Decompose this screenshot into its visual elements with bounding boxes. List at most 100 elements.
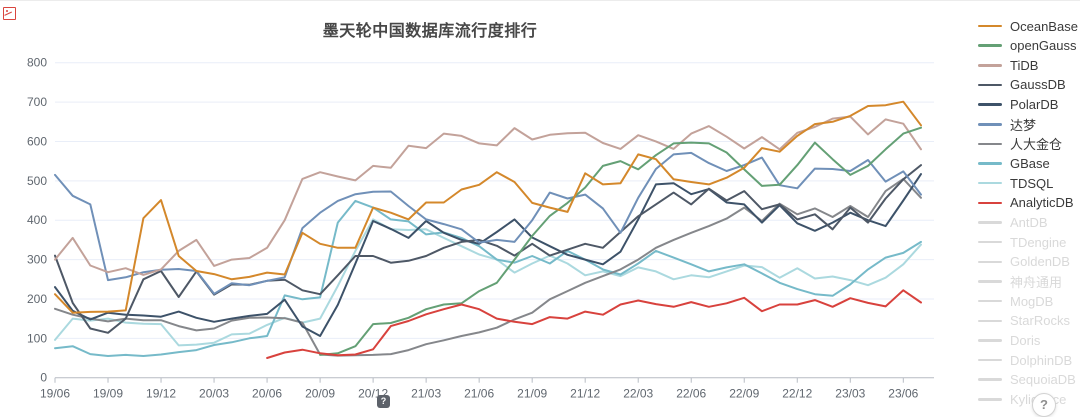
- legend-label: TiDB: [1010, 57, 1039, 73]
- x-axis-tick-label: 20/03: [199, 387, 229, 401]
- legend-label: DolphinDB: [1010, 352, 1073, 368]
- legend-dash-icon: [978, 201, 1002, 205]
- legend-dash-icon: [978, 123, 1002, 126]
- legend-label: PolarDB: [1010, 97, 1059, 113]
- legend-dash-icon: [978, 260, 1002, 264]
- legend-label: GBase: [1010, 156, 1050, 172]
- legend-dash-icon: [978, 64, 1002, 67]
- legend-item-达梦[interactable]: 达梦: [978, 116, 1037, 133]
- legend-dash-icon: [978, 398, 1002, 401]
- y-axis-tick-label: 700: [27, 95, 47, 109]
- legend-dash-icon: [978, 44, 1002, 47]
- legend-dash-icon: [978, 378, 1002, 381]
- x-axis-tick-label: 22/03: [623, 387, 653, 401]
- y-axis-tick-label: 300: [27, 253, 47, 267]
- legend-item-Doris[interactable]: Doris: [978, 332, 1040, 348]
- y-axis-tick-label: 800: [27, 56, 47, 70]
- legend-dash-icon: [978, 299, 1002, 303]
- series-line-TDSQL[interactable]: [54, 218, 922, 347]
- x-axis-tick-label: 19/09: [93, 387, 123, 401]
- legend-label: openGauss: [1010, 38, 1077, 54]
- legend-label: MogDB: [1010, 293, 1054, 309]
- x-axis-tick-label: 20/09: [305, 387, 335, 401]
- x-axis-tick-label: 21/03: [411, 387, 441, 401]
- series-line-人大金仓[interactable]: [54, 177, 922, 357]
- legend-item-SequoiaDB[interactable]: SequoiaDB: [978, 372, 1076, 388]
- legend-dash-icon: [978, 240, 1002, 244]
- legend-item-TiDB[interactable]: TiDB: [978, 57, 1038, 73]
- legend-dash-icon: [978, 24, 1002, 28]
- y-axis-tick-label: 500: [27, 174, 47, 188]
- legend-label: 达梦: [1010, 117, 1037, 133]
- legend-item-GoldenDB[interactable]: GoldenDB: [978, 254, 1070, 270]
- chart-title: 墨天轮中国数据库流行度排行: [322, 23, 538, 40]
- series-line-GaussDB[interactable]: [54, 164, 922, 334]
- x-axis-tick-label: 21/12: [570, 387, 600, 401]
- legend-dash-icon: [978, 181, 1002, 185]
- x-axis-tick-label: 23/03: [835, 387, 865, 401]
- legend-label: StarRocks: [1010, 313, 1070, 329]
- legend-item-人大金仓[interactable]: 人大金仓: [978, 136, 1062, 152]
- help-button[interactable]: ?: [1032, 393, 1056, 417]
- legend-dash-icon: [978, 142, 1002, 146]
- legend-dash-icon: [978, 162, 1002, 165]
- legend-label: 神舟通用: [1010, 274, 1063, 290]
- series-line-PolarDB[interactable]: [54, 173, 922, 337]
- x-axis-tick-label: 22/12: [782, 387, 812, 401]
- legend-item-AnalyticDB[interactable]: AnalyticDB: [978, 195, 1074, 211]
- legend-label: GoldenDB: [1010, 254, 1070, 270]
- legend-label: GaussDB: [1010, 77, 1066, 93]
- shortcut-badge-icon[interactable]: ?: [377, 395, 390, 408]
- y-axis-tick-label: 200: [27, 292, 47, 306]
- x-axis-tick-label: 19/06: [40, 387, 70, 401]
- legend-dash-icon: [978, 103, 1002, 106]
- series-line-GBase[interactable]: [54, 199, 922, 357]
- y-axis-tick-label: 600: [27, 134, 47, 148]
- y-axis-tick-label: 0: [40, 371, 47, 385]
- legend-label: OceanBase: [1010, 18, 1078, 34]
- legend-item-PolarDB[interactable]: PolarDB: [978, 97, 1058, 113]
- legend-dash-icon: [978, 83, 1002, 87]
- legend-item-OceanBase[interactable]: OceanBase: [978, 18, 1078, 34]
- x-axis-tick-label: 21/09: [517, 387, 547, 401]
- y-axis-tick-label: 100: [27, 331, 47, 345]
- legend-label: SequoiaDB: [1010, 372, 1076, 388]
- broken-image-icon: [3, 7, 16, 20]
- legend-item-MogDB[interactable]: MogDB: [978, 293, 1053, 309]
- x-axis-tick-label: 23/06: [888, 387, 918, 401]
- legend-dash-icon: [978, 358, 1002, 362]
- series-line-OceanBase[interactable]: [54, 100, 922, 314]
- x-axis-tick-label: 20/06: [252, 387, 282, 401]
- legend-dash-icon: [978, 339, 1002, 342]
- legend-label: TDSQL: [1010, 175, 1054, 191]
- series-line-openGauss[interactable]: [319, 126, 922, 356]
- series-line-AnalyticDB[interactable]: [266, 289, 922, 359]
- legend-label: AntDB: [1010, 215, 1048, 230]
- x-axis-tick-label: 21/06: [464, 387, 494, 401]
- legend-dash-icon: [978, 280, 1002, 283]
- legend-label: AnalyticDB: [1010, 195, 1074, 211]
- series-line-TiDB[interactable]: [54, 115, 922, 276]
- x-axis-tick-label: 22/06: [676, 387, 706, 401]
- x-axis-tick-label: 22/09: [729, 387, 759, 401]
- legend-item-GBase[interactable]: GBase: [978, 156, 1050, 172]
- legend-item-StarRocks[interactable]: StarRocks: [978, 313, 1070, 329]
- question-mark-icon: ?: [1040, 397, 1048, 412]
- y-axis-tick-label: 400: [27, 213, 47, 227]
- legend-item-TDSQL[interactable]: TDSQL: [978, 175, 1053, 191]
- chart-legend: OceanBase openGauss TiDB GaussDB PolarDB 达梦人大…: [978, 1, 1080, 415]
- x-axis-tick-label: 19/12: [146, 387, 176, 401]
- legend-label: 人大金仓: [1010, 137, 1063, 153]
- legend-item-神舟通用[interactable]: 神舟通用: [978, 273, 1063, 290]
- legend-label: TDengine: [1010, 234, 1067, 250]
- legend-item-DolphinDB[interactable]: DolphinDB: [978, 352, 1072, 368]
- legend-item-GaussDB[interactable]: GaussDB: [978, 77, 1066, 93]
- legend-item-openGauss[interactable]: openGauss: [978, 38, 1077, 54]
- legend-dash-icon: [978, 319, 1002, 322]
- series-line-达梦[interactable]: [54, 151, 922, 295]
- legend-item-TDengine[interactable]: TDengine: [978, 234, 1066, 250]
- legend-dash-icon: [978, 221, 1002, 224]
- legend-item-AntDB[interactable]: AntDB: [978, 215, 1048, 231]
